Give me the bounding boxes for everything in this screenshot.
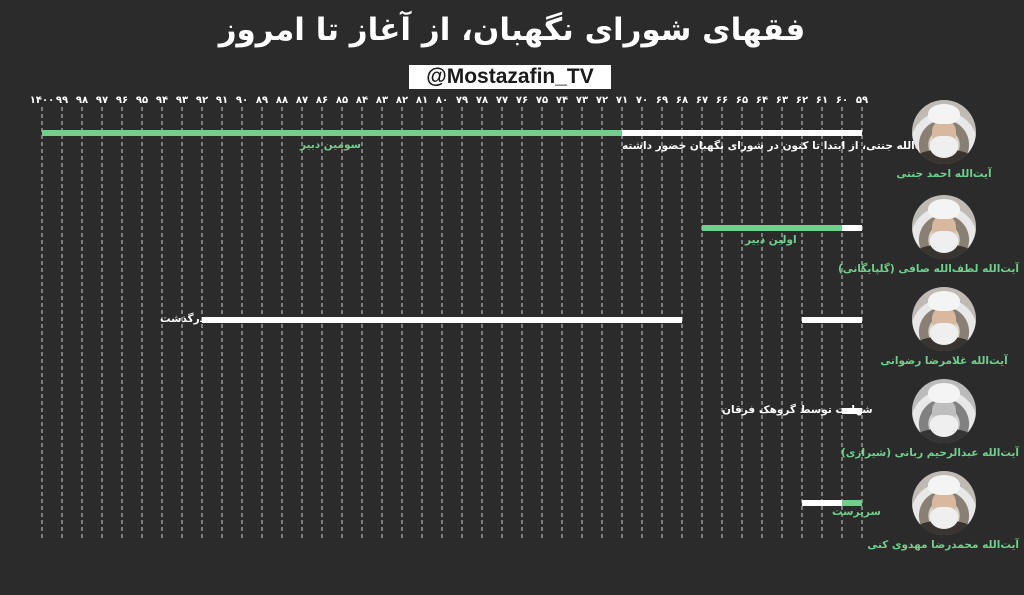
- tick-label: ۹۷: [96, 95, 108, 106]
- tick-label: ۷۰: [636, 95, 648, 106]
- tick-label: ۹۶: [116, 95, 128, 106]
- tick-label: ۶۲: [796, 95, 808, 106]
- person-mahdavi-kani: آیت‌الله محمدرضا مهدوی کنی: [867, 471, 1019, 551]
- person-name: آیت‌الله غلامرضا رضوانی: [880, 355, 1008, 367]
- person-safi: آیت‌الله لطف‌الله صافی (گلپایگانی): [837, 195, 1019, 275]
- tick-label: ۶۰: [836, 95, 848, 106]
- tick-label: ۱۴۰۰: [30, 95, 54, 106]
- timeline-bar-green: [702, 225, 842, 231]
- timeline-bar-white: [802, 500, 842, 506]
- portrait-image: [912, 100, 976, 164]
- tick-label: ۷۷: [496, 95, 508, 106]
- tick-label: ۷۵: [536, 95, 548, 106]
- tick-label: ۷۲: [596, 95, 608, 106]
- page-title: فقهای شورای نگهبان، از آغاز تا امروز: [218, 12, 806, 48]
- person-name: آیت‌الله محمدرضا مهدوی کنی: [867, 539, 1019, 551]
- tick-label: ۷۳: [576, 95, 588, 106]
- portrait-image: [912, 287, 976, 351]
- tick-label: ۶۳: [776, 95, 788, 106]
- tick-label: ۷۹: [456, 95, 468, 106]
- timeline-bar-white: [802, 317, 862, 323]
- tick-label: ۸۸: [276, 95, 288, 106]
- person-rabbani: آیت‌الله عبدالرحیم ربانی (شیرازی): [840, 379, 1019, 459]
- tick-label: ۹۴: [156, 95, 168, 106]
- tick-label: ۶۸: [676, 95, 688, 106]
- tick-label: ۹۳: [176, 95, 188, 106]
- timeline-bar-white: [202, 317, 682, 323]
- tick-label: ۶۷: [696, 95, 708, 106]
- tick-label: ۶۱: [816, 95, 828, 106]
- tick-label: ۷۸: [476, 95, 488, 106]
- tick-label: ۸۲: [396, 95, 408, 106]
- tick-label: ۸۴: [356, 95, 368, 106]
- tick-label: ۸۰: [436, 95, 448, 106]
- tick-label: ۸۷: [296, 95, 308, 106]
- timeline-bar-white: [842, 408, 862, 414]
- person-name: آیت‌الله لطف‌الله صافی (گلپایگانی): [837, 263, 1019, 275]
- tick-label: ۸۱: [416, 95, 428, 106]
- annotation-death: درگذشت: [160, 313, 206, 325]
- annotation-caretaker: سرپرست: [832, 506, 881, 518]
- tick-label: ۵۹: [856, 95, 868, 106]
- tick-label: ۷۶: [516, 95, 528, 106]
- tick-label: ۹۵: [136, 95, 148, 106]
- tick-label: ۸۶: [316, 95, 328, 106]
- tick-label: ۶۹: [656, 95, 668, 106]
- portrait-image: [912, 195, 976, 259]
- tick-label: ۶۵: [736, 95, 748, 106]
- timeline-bar-green: [42, 130, 622, 136]
- tick-label: ۸۵: [336, 95, 348, 106]
- tick-label: ۶۴: [756, 95, 768, 106]
- annotation-third-secretary: سومین دبیر: [300, 139, 361, 151]
- annotation-first-secretary: اولین دبیر: [745, 234, 797, 246]
- tick-label: ۷۱: [616, 95, 628, 106]
- portrait-image: [912, 379, 976, 443]
- tick-label: ۷۴: [556, 95, 568, 106]
- tick-label: ۹۹: [56, 95, 68, 106]
- portrait-image: [912, 471, 976, 535]
- timeline-bar-white: [842, 225, 862, 231]
- tick-label: ۸۳: [376, 95, 388, 106]
- annotation-martyrdom: شهادت توسط گروهک فرقان: [722, 404, 873, 416]
- person-jannati: آیت‌الله احمد جنتی: [869, 100, 1019, 180]
- tick-label: ۹۱: [216, 95, 228, 106]
- tick-label: ۶۶: [716, 95, 728, 106]
- tick-label: ۸۹: [256, 95, 268, 106]
- tick-label: ۹۸: [76, 95, 88, 106]
- tick-label: ۹۰: [236, 95, 248, 106]
- person-rezvani: آیت‌الله غلامرضا رضوانی: [869, 287, 1019, 367]
- person-name: آیت‌الله عبدالرحیم ربانی (شیرازی): [840, 447, 1019, 459]
- annotation-jannati-note: آیت‌الله جنتی، از ابتدا تا کنون در شورای…: [622, 140, 934, 152]
- timeline-bar-green: [842, 500, 862, 506]
- person-name: آیت‌الله احمد جنتی: [896, 168, 992, 180]
- timeline-bar-white: [622, 130, 862, 136]
- tick-label: ۹۲: [196, 95, 208, 106]
- channel-handle: @Mostazafin_TV: [409, 65, 611, 89]
